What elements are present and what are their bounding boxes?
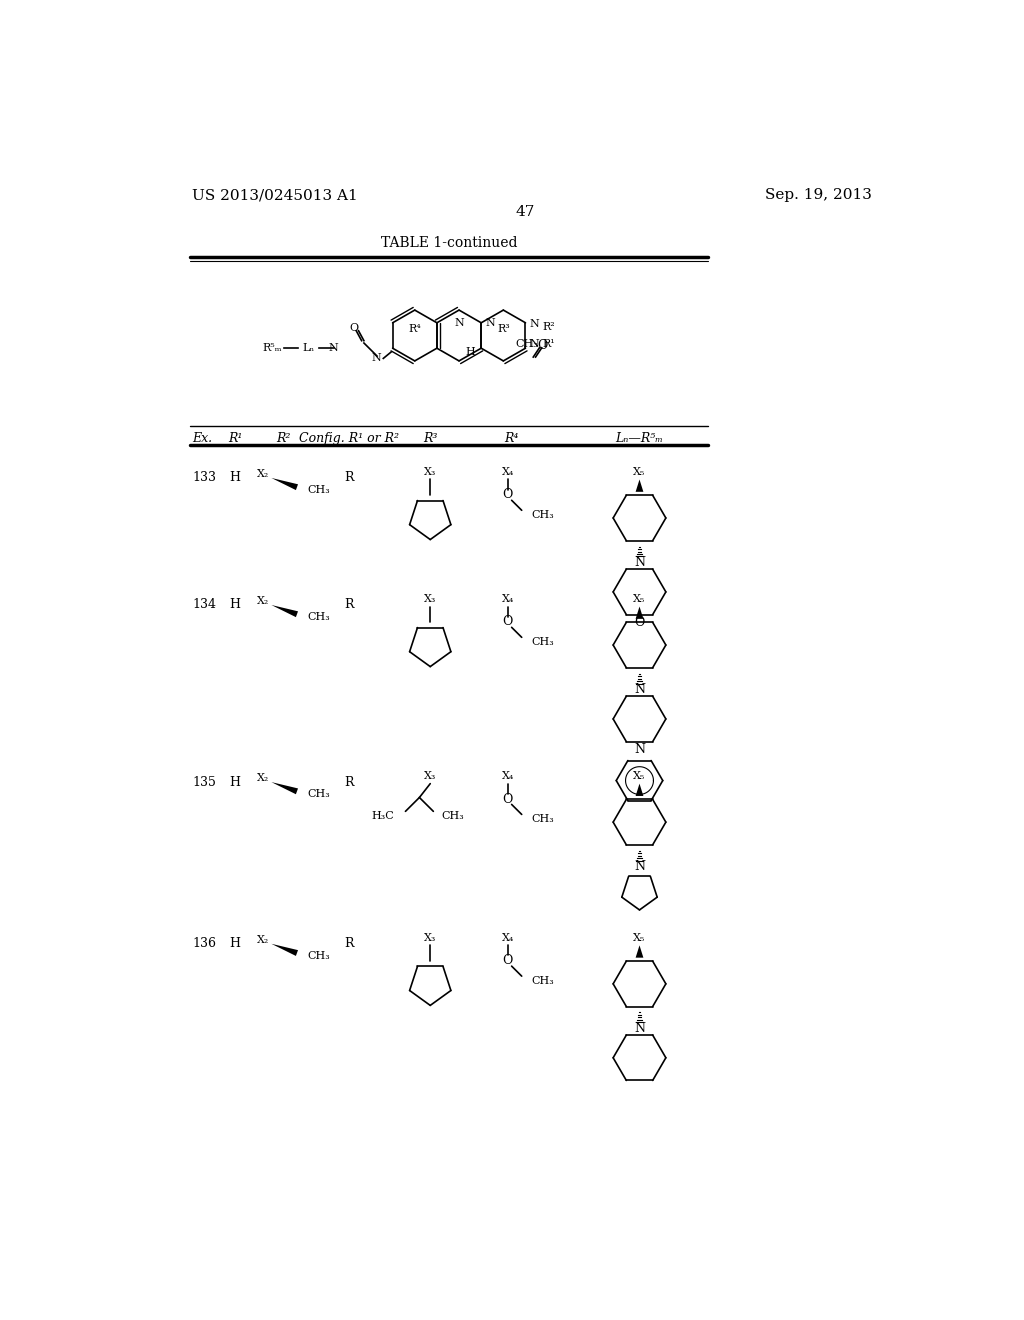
Polygon shape <box>636 479 643 492</box>
Polygon shape <box>636 945 643 958</box>
Text: H₃C: H₃C <box>372 810 394 821</box>
Text: CH₃: CH₃ <box>308 486 331 495</box>
Text: X₄: X₄ <box>502 771 514 781</box>
Text: N: N <box>485 318 495 327</box>
Text: CH₃: CH₃ <box>515 339 538 348</box>
Text: R: R <box>344 937 353 950</box>
Text: N: N <box>372 354 381 363</box>
Text: CH₃: CH₃ <box>308 612 331 622</box>
Text: Lₙ: Lₙ <box>303 343 315 354</box>
Text: N: N <box>634 743 645 756</box>
Polygon shape <box>271 478 298 490</box>
Text: N: N <box>329 343 338 354</box>
Text: X₃: X₃ <box>424 933 436 942</box>
Text: H: H <box>229 598 241 611</box>
Text: X₅: X₅ <box>634 933 645 942</box>
Text: O: O <box>538 339 548 352</box>
Text: X₃: X₃ <box>424 771 436 781</box>
Text: O: O <box>503 615 513 628</box>
Text: N: N <box>529 319 539 329</box>
Text: R: R <box>344 598 353 611</box>
Text: X₅: X₅ <box>634 771 645 781</box>
Text: N: N <box>634 861 645 874</box>
Text: X₂: X₂ <box>257 469 269 479</box>
Text: X₃: X₃ <box>424 467 436 477</box>
Text: 133: 133 <box>193 471 216 484</box>
Text: CH₃: CH₃ <box>308 789 331 800</box>
Text: X₄: X₄ <box>502 933 514 942</box>
Text: CH₃: CH₃ <box>531 975 554 986</box>
Text: R²: R² <box>275 432 290 445</box>
Polygon shape <box>271 944 298 956</box>
Text: R³: R³ <box>497 323 510 334</box>
Text: X₃: X₃ <box>424 594 436 603</box>
Text: Sep. 19, 2013: Sep. 19, 2013 <box>765 189 872 202</box>
Text: H: H <box>229 776 241 788</box>
Text: TABLE 1-continued: TABLE 1-continued <box>381 236 518 249</box>
Polygon shape <box>271 781 298 795</box>
Text: O: O <box>349 322 358 333</box>
Text: Lₙ—R⁵ₘ: Lₙ—R⁵ₘ <box>615 432 664 445</box>
Text: 134: 134 <box>193 598 216 611</box>
Text: R¹: R¹ <box>227 432 242 445</box>
Text: H: H <box>465 347 475 356</box>
Text: R: R <box>344 471 353 484</box>
Text: X₂: X₂ <box>257 774 269 783</box>
Text: CH₃: CH₃ <box>441 810 464 821</box>
Text: R¹: R¹ <box>543 339 555 350</box>
Text: 47: 47 <box>515 206 535 219</box>
Text: X₅: X₅ <box>634 594 645 603</box>
Text: H: H <box>229 937 241 950</box>
Text: X₂: X₂ <box>257 935 269 945</box>
Text: 136: 136 <box>193 937 216 950</box>
Text: N: N <box>529 339 539 350</box>
Text: R³: R³ <box>423 432 437 445</box>
Text: Ex.: Ex. <box>193 432 212 445</box>
Text: CH₃: CH₃ <box>531 638 554 647</box>
Text: US 2013/0245013 A1: US 2013/0245013 A1 <box>193 189 358 202</box>
Text: O: O <box>503 954 513 968</box>
Polygon shape <box>636 607 643 619</box>
Text: Config. R¹ or R²: Config. R¹ or R² <box>299 432 399 445</box>
Text: N: N <box>634 556 645 569</box>
Text: R: R <box>344 776 353 788</box>
Text: N: N <box>455 318 464 327</box>
Polygon shape <box>636 784 643 796</box>
Text: N: N <box>634 1022 645 1035</box>
Text: R⁵ₘ: R⁵ₘ <box>263 343 283 354</box>
Text: O: O <box>503 792 513 805</box>
Text: CH₃: CH₃ <box>531 510 554 520</box>
Text: O: O <box>503 488 513 502</box>
Text: X₄: X₄ <box>502 467 514 477</box>
Text: X₂: X₂ <box>257 597 269 606</box>
Text: R⁴: R⁴ <box>409 323 421 334</box>
Text: R²: R² <box>543 322 555 331</box>
Polygon shape <box>271 605 298 618</box>
Text: X₅: X₅ <box>634 467 645 477</box>
Text: 135: 135 <box>193 776 216 788</box>
Text: N: N <box>634 684 645 696</box>
Text: R⁴: R⁴ <box>505 432 519 445</box>
Text: CH₃: CH₃ <box>531 814 554 824</box>
Text: CH₃: CH₃ <box>308 952 331 961</box>
Text: H: H <box>229 471 241 484</box>
Text: X₄: X₄ <box>502 594 514 603</box>
Text: O: O <box>634 616 645 630</box>
